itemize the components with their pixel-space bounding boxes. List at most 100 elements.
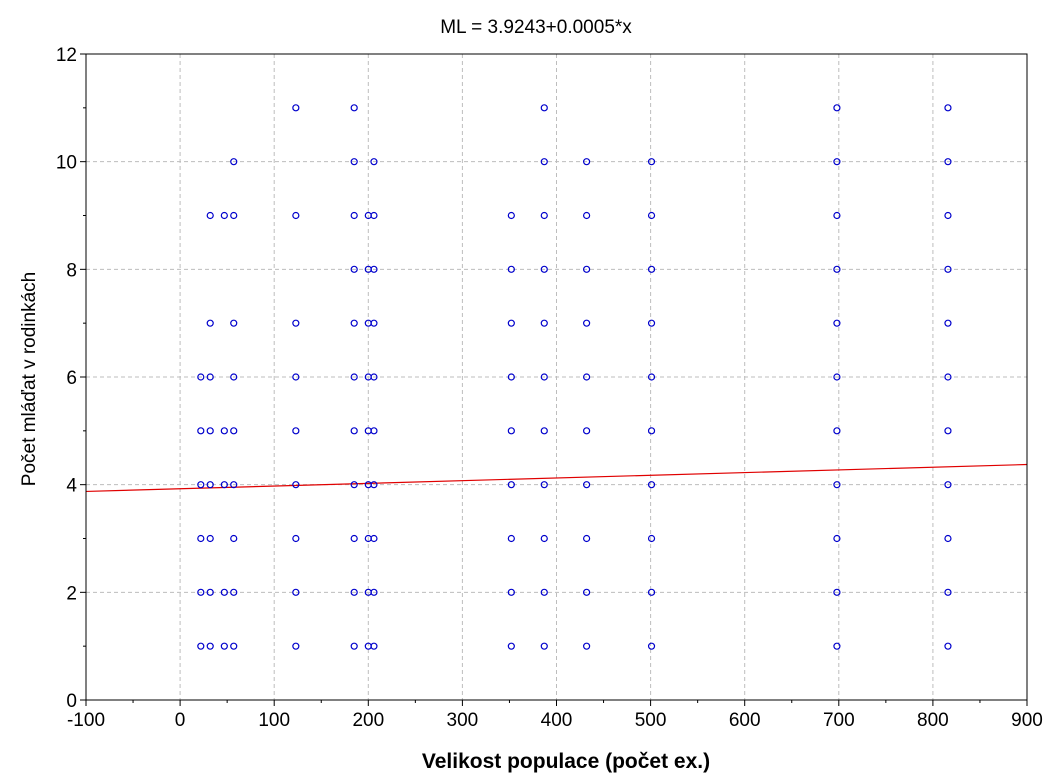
data-point: [583, 158, 591, 166]
data-point: [197, 373, 205, 381]
data-point: [220, 211, 228, 220]
data-point: [540, 642, 548, 650]
data-point: [944, 588, 952, 596]
data-point: [833, 265, 841, 273]
data-point: [370, 265, 378, 273]
data-point: [583, 588, 591, 596]
data-point: [206, 373, 214, 381]
data-point: [583, 642, 591, 650]
x-tick-label: 0: [175, 710, 186, 731]
y-tick-label: 6: [66, 368, 77, 389]
data-point: [833, 588, 841, 596]
data-point: [507, 481, 515, 489]
data-point: [206, 319, 214, 327]
data-point: [647, 481, 656, 489]
data-point: [292, 319, 300, 327]
data-point: [197, 588, 205, 596]
data-point: [833, 104, 841, 112]
data-point: [540, 319, 548, 327]
data-point: [944, 642, 952, 650]
data-point: [350, 481, 358, 489]
data-point: [833, 319, 841, 327]
data-point: [350, 158, 358, 166]
data-point: [230, 158, 238, 166]
data-point: [206, 534, 214, 543]
data-point: [507, 427, 515, 435]
data-point: [833, 373, 841, 381]
data-point: [833, 481, 841, 489]
data-point: [507, 588, 515, 596]
data-point: [292, 481, 300, 489]
x-tick-label: 700: [823, 710, 855, 731]
data-point: [540, 481, 548, 489]
data-point: [540, 534, 548, 543]
x-axis-ticks: -100 0 100 200 300 400 500 600 700 800 900: [67, 700, 1043, 731]
data-point: [583, 373, 591, 381]
data-point: [540, 265, 548, 273]
data-point: [647, 158, 656, 166]
data-point: [507, 534, 515, 543]
y-axis-ticks: 0 2 4 6 8 10 12: [56, 45, 86, 712]
data-point: [944, 104, 952, 112]
data-point: [197, 481, 205, 489]
y-tick-label: 0: [66, 691, 77, 712]
x-tick-label: 300: [447, 710, 479, 731]
x-tick-label: 800: [917, 710, 949, 731]
y-tick-label: 8: [66, 260, 77, 281]
x-tick-label: 200: [352, 710, 384, 731]
data-point: [292, 534, 300, 543]
data-point: [833, 211, 841, 220]
data-point: [507, 642, 515, 650]
data-point: [370, 319, 378, 327]
data-point: [370, 642, 378, 650]
data-point: [206, 481, 214, 489]
chart-title: ML = 3.9243+0.0005*x: [440, 17, 632, 38]
x-tick-label: 500: [635, 710, 667, 731]
y-tick-label: 2: [66, 583, 77, 604]
data-point: [647, 642, 656, 650]
data-point: [230, 588, 238, 596]
data-point: [833, 158, 841, 166]
data-point: [197, 427, 205, 435]
data-point: [540, 588, 548, 596]
data-point: [944, 265, 952, 273]
data-point: [540, 427, 548, 435]
data-point: [230, 211, 238, 220]
grid-lines: [86, 54, 1027, 700]
y-axis-label: Počet mláďat v rodinkách: [19, 272, 40, 486]
data-point: [370, 534, 378, 543]
x-tick-label: -100: [67, 710, 105, 731]
data-point: [647, 265, 656, 273]
data-point: [647, 319, 656, 327]
data-point: [944, 211, 952, 220]
x-tick-label: 900: [1011, 710, 1043, 731]
data-point: [944, 427, 952, 435]
data-point: [507, 265, 515, 273]
data-point: [583, 319, 591, 327]
data-point: [230, 481, 238, 489]
data-point: [350, 319, 358, 327]
y-tick-label: 10: [56, 153, 77, 174]
data-point: [220, 642, 228, 650]
x-tick-label: 100: [258, 710, 290, 731]
data-point: [370, 427, 378, 435]
data-point: [583, 534, 591, 543]
data-point: [583, 427, 591, 435]
regression-line: [85, 463, 1028, 493]
data-point: [220, 588, 228, 596]
data-point: [944, 481, 952, 489]
data-point: [220, 481, 228, 489]
x-axis-label: Velikost populace (počet ex.): [422, 750, 710, 773]
data-point: [583, 211, 591, 220]
data-point: [292, 588, 300, 596]
data-point: [230, 427, 238, 435]
data-point: [583, 481, 591, 489]
data-point: [230, 319, 238, 327]
data-point: [370, 211, 378, 220]
data-point: [647, 211, 656, 220]
data-point: [350, 265, 358, 273]
data-point: [350, 642, 358, 650]
data-point: [292, 642, 300, 650]
data-point: [944, 373, 952, 381]
data-point: [206, 211, 214, 220]
